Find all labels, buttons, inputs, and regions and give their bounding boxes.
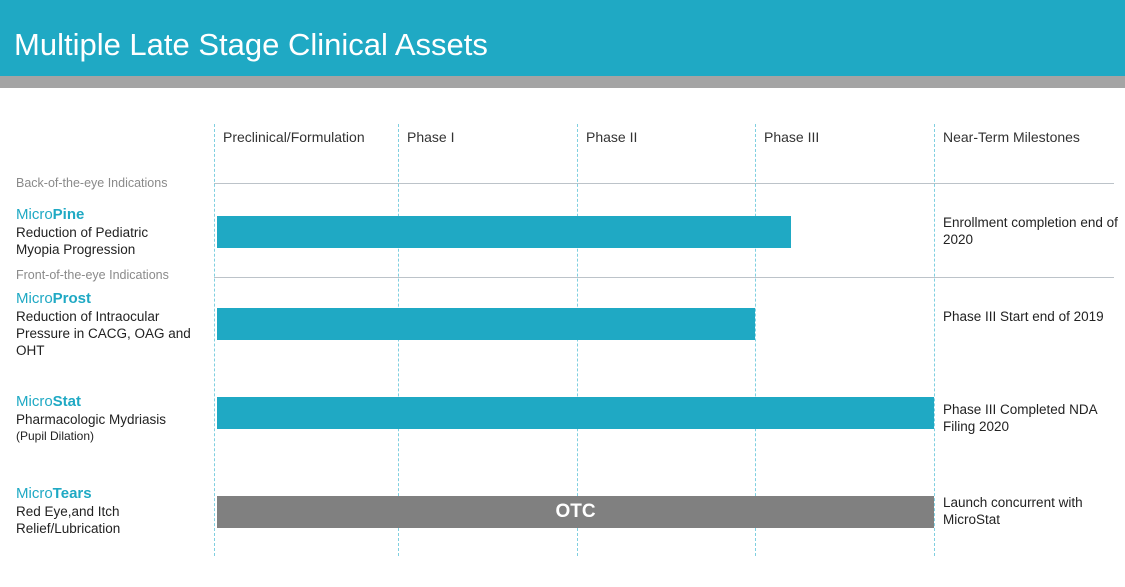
progress-bar-micropine [217, 216, 791, 248]
asset-name: MicroPine [16, 206, 85, 223]
progress-bar-microtears [217, 496, 934, 528]
asset-description: Red Eye,and Itch Relief/Lubrication [16, 504, 121, 536]
asset-name: MicroStat [16, 393, 82, 410]
column-header-preclinical: Preclinical/Formulation [223, 129, 365, 145]
bar-label-otc: OTC [555, 501, 596, 522]
column-header-phase2: Phase II [586, 129, 638, 145]
milestone-microstat: Phase III Completed NDA Filing 2020 [943, 402, 1097, 434]
asset-microtears: MicroTears Red Eye,and Itch Relief/Lubri… [16, 485, 208, 537]
column-header-phase3: Phase III [764, 129, 820, 145]
grid-line-phase1 [398, 124, 399, 556]
column-header-phase1: Phase I [407, 129, 455, 145]
grid-line-preclinical [214, 124, 215, 556]
progress-bar-microprost [217, 308, 755, 340]
grid-line-phase3 [755, 124, 756, 556]
asset-microprost: MicroProst Reduction of Intraocular Pres… [16, 290, 208, 359]
asset-subdescription: (Pupil Dilation) [16, 429, 95, 443]
progress-bar-microstat [217, 397, 934, 429]
asset-microstat: MicroStat Pharmacologic Mydriasis (Pupil… [16, 393, 208, 444]
section-label-front: Front-of-the-eye Indications [16, 268, 169, 282]
section-divider-front [214, 277, 1114, 278]
asset-name: MicroProst [16, 290, 92, 307]
header-stripe [0, 76, 1125, 88]
page-title: Multiple Late Stage Clinical Assets [14, 27, 488, 62]
milestone-microtears: Launch concurrent with MicroStat [943, 495, 1083, 527]
column-header-milestones: Near-Term Milestones [943, 129, 1080, 145]
grid-line-milestones [934, 124, 935, 556]
asset-description: Reduction of Intraocular Pressure in CAC… [16, 309, 191, 358]
asset-micropine: MicroPine Reduction of Pediatric Myopia … [16, 206, 208, 258]
grid-line-phase2 [577, 124, 578, 556]
section-label-back: Back-of-the-eye Indications [16, 176, 168, 190]
milestone-micropine: Enrollment completion end of 2020 [943, 215, 1118, 247]
milestone-microprost: Phase III Start end of 2019 [943, 309, 1104, 324]
asset-name: MicroTears [16, 485, 92, 502]
header-banner: Multiple Late Stage Clinical Assets [0, 0, 1125, 76]
asset-description: Pharmacologic Mydriasis [16, 412, 167, 427]
asset-description: Reduction of Pediatric Myopia Progressio… [16, 225, 149, 257]
section-divider-back [214, 183, 1114, 184]
